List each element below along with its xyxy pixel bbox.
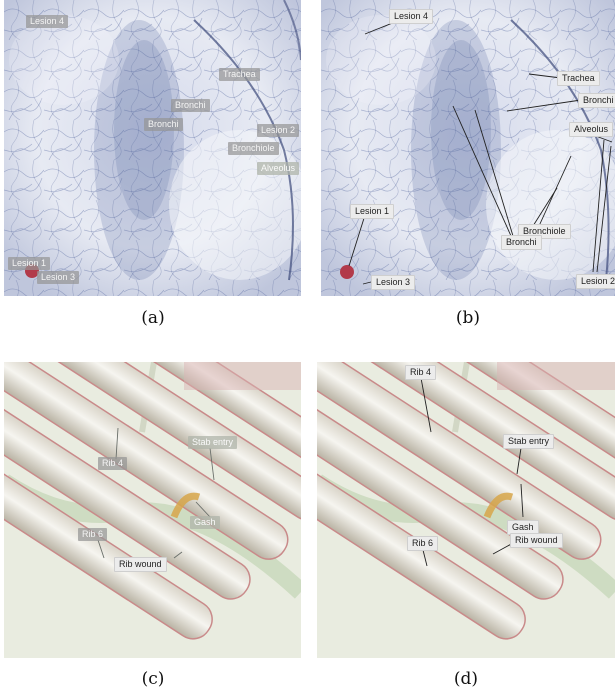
label-rib-6: Rib 6 [407, 536, 439, 551]
label-lesion-1: Lesion 1 [350, 204, 395, 219]
leader-lesion-3 [362, 281, 372, 285]
label-rib-wound: Rib wound [510, 533, 563, 548]
leader-lesion-1 [348, 214, 366, 267]
label-lesion-2: Lesion 2 [576, 274, 615, 289]
panel-d: Rib 4 Stab entry Gash Rib 6 Rib wound [317, 362, 615, 658]
panel-c: Stab entry Rib 4 Gash Rib 6 Rib wound [4, 362, 301, 658]
label-bronchi: Bronchi [501, 235, 542, 250]
leader-lesion-2 [596, 145, 612, 273]
leader-bronchi [506, 99, 582, 112]
caption-b: (b) [455, 308, 481, 328]
label-lesion-3: Lesion 3 [37, 271, 80, 284]
label-lesion-4: Lesion 4 [26, 15, 69, 28]
label-bronchi: Bronchi [144, 118, 183, 131]
label-lesion-1: Lesion 1 [8, 257, 51, 270]
label-rib-4: Rib 4 [98, 457, 128, 470]
panel-b: Lesion 4 Trachea Bronchi Alveolus Lesion… [321, 0, 615, 296]
leader-stab-entry [516, 447, 522, 475]
leader-trachea [528, 73, 562, 79]
lung-render-b [321, 0, 615, 296]
leader-rib-wound [173, 551, 183, 559]
rib-render-d [317, 362, 615, 658]
caption-a: (a) [141, 308, 165, 328]
leader-stab-entry [209, 447, 215, 481]
label-alveolus: Alveolus [569, 122, 614, 137]
lesion-marker [340, 265, 354, 279]
label-lesion-2: Lesion 2 [257, 124, 300, 137]
leader-gash [195, 501, 211, 518]
label-gash: Gash [190, 516, 220, 529]
leader-bronchiole [538, 155, 572, 227]
leader-gash [520, 483, 524, 518]
leader-rib-6 [97, 539, 105, 559]
label-stab-entry: Stab entry [188, 436, 238, 449]
label-rib-6: Rib 6 [78, 528, 108, 541]
leader-rib-4 [115, 427, 119, 460]
label-trachea: Trachea [557, 71, 600, 86]
label-bronchi: Bronchi [171, 99, 210, 112]
label-trachea: Trachea [219, 68, 260, 81]
label-bronchiole: Bronchiole [228, 142, 279, 155]
label-alveolus: Alveolus [257, 162, 300, 175]
label-lesion-3: Lesion 3 [371, 275, 416, 290]
label-rib-4: Rib 4 [405, 365, 437, 380]
label-bronchi: Bronchi [578, 93, 615, 108]
leader-bronchi [452, 105, 512, 237]
leader-bronchi [474, 109, 514, 237]
leader-rib-6 [422, 549, 428, 567]
leader-rib-4 [420, 377, 432, 433]
label-lesion-4: Lesion 4 [389, 9, 434, 24]
panel-a: Lesion 4 Trachea Bronchi Bronchi Lesion … [4, 0, 301, 296]
caption-c: (c) [141, 669, 165, 689]
caption-d: (d) [453, 669, 479, 689]
label-rib-wound: Rib wound [114, 557, 167, 572]
label-stab-entry: Stab entry [503, 434, 555, 449]
rib-render-c [4, 362, 301, 658]
leader-lesion-2 [592, 139, 605, 273]
